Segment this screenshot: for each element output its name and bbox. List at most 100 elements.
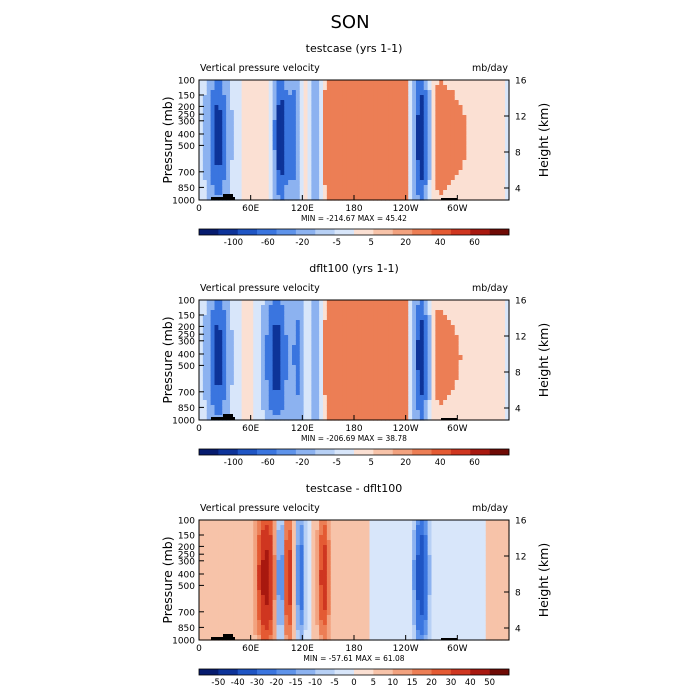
heatmap-cell xyxy=(385,385,390,391)
heatmap-cell xyxy=(342,400,347,406)
heatmap-cell xyxy=(338,390,343,396)
heatmap-cell xyxy=(443,335,448,341)
heatmap-cell xyxy=(454,385,460,391)
heatmap-cell xyxy=(338,130,343,136)
heatmap-cell xyxy=(408,150,413,156)
heatmap-cell xyxy=(280,390,285,396)
heatmap-cell xyxy=(435,345,440,351)
heatmap-cell xyxy=(311,100,316,106)
heatmap-cell xyxy=(272,535,278,541)
heatmap-cell xyxy=(284,620,289,626)
heatmap-cell xyxy=(338,85,343,91)
heatmap-cell xyxy=(257,135,262,141)
heatmap-cell xyxy=(245,565,250,571)
heatmap-cell xyxy=(400,395,405,401)
heatmap-cell xyxy=(388,155,394,161)
heatmap-cell xyxy=(288,600,293,606)
heatmap-cell xyxy=(276,305,281,311)
heatmap-cell xyxy=(214,175,219,181)
heatmap-cell xyxy=(272,360,278,366)
heatmap-cell xyxy=(237,635,243,641)
heatmap-cell xyxy=(307,570,312,576)
heatmap-cell xyxy=(435,315,440,321)
heatmap-cell xyxy=(202,365,208,371)
heatmap-cell xyxy=(272,520,278,526)
heatmap-cell xyxy=(396,350,402,356)
heatmap-cell xyxy=(346,405,351,411)
heatmap-cell xyxy=(447,395,452,401)
heatmap-cell xyxy=(462,400,467,406)
heatmap-cell xyxy=(431,140,436,146)
heatmap-cell xyxy=(311,170,316,176)
heatmap-cell xyxy=(338,525,343,531)
heatmap-cell xyxy=(315,595,320,601)
heatmap-cell xyxy=(404,185,409,191)
heatmap-cell xyxy=(288,530,293,536)
heatmap-cell xyxy=(268,185,274,191)
heatmap-cell xyxy=(462,180,467,186)
heatmap-cell xyxy=(253,595,258,601)
heatmap-cell xyxy=(268,170,274,176)
heatmap-cell xyxy=(334,115,340,121)
heatmap-cell xyxy=(241,530,247,536)
heatmap-cell xyxy=(493,385,498,391)
heatmap-cell xyxy=(226,555,231,561)
heatmap-cell xyxy=(199,590,204,596)
heatmap-cell xyxy=(470,300,475,306)
heatmap-cell xyxy=(315,375,320,381)
heatmap-cell xyxy=(299,300,305,306)
heatmap-cell xyxy=(462,115,467,121)
heatmap-cell xyxy=(202,360,208,366)
heatmap-cell xyxy=(419,145,425,151)
heatmap-cell xyxy=(354,370,359,376)
heatmap-cell xyxy=(357,390,363,396)
heatmap-cell xyxy=(369,80,374,86)
heatmap-cell xyxy=(419,360,425,366)
heatmap-cell xyxy=(307,95,312,101)
heatmap-cell xyxy=(381,410,386,416)
heatmap-cell xyxy=(342,365,347,371)
heatmap-cell xyxy=(319,545,324,551)
heatmap-cell xyxy=(338,180,343,186)
heatmap-cell xyxy=(311,135,316,141)
heatmap-cell xyxy=(346,320,351,326)
heatmap-cell xyxy=(311,90,316,96)
heatmap-cell xyxy=(233,310,239,316)
heatmap-cell xyxy=(303,615,309,621)
heatmap-cell xyxy=(241,580,247,586)
heatmap-cell xyxy=(214,350,219,356)
heatmap-cell xyxy=(462,80,467,86)
heatmap-cell xyxy=(230,600,235,606)
heatmap-cell xyxy=(505,415,510,421)
heatmap-cell xyxy=(299,405,305,411)
heatmap-cell xyxy=(264,160,270,166)
heatmap-cell xyxy=(253,370,258,376)
heatmap-cell xyxy=(458,130,464,136)
heatmap-cell xyxy=(412,105,417,111)
heatmap-cell xyxy=(268,130,274,136)
heatmap-cell xyxy=(280,550,285,556)
heatmap-cell xyxy=(427,340,433,346)
heatmap-cell xyxy=(299,545,305,551)
heatmap-cell xyxy=(237,355,243,361)
heatmap-cell xyxy=(299,355,305,361)
heatmap-cell xyxy=(470,385,475,391)
heatmap-cell xyxy=(447,180,452,186)
heatmap-cell xyxy=(412,360,417,366)
heatmap-cell xyxy=(264,115,270,121)
pressure-tick-label: 1000 xyxy=(172,197,195,207)
heatmap-cell xyxy=(334,390,340,396)
heatmap-cell xyxy=(288,580,293,586)
heatmap-cell xyxy=(392,305,398,311)
heatmap-cell xyxy=(416,380,421,386)
heatmap-cell xyxy=(443,160,448,166)
heatmap-cell xyxy=(447,400,452,406)
heatmap-cell xyxy=(257,335,262,341)
heatmap-cell xyxy=(199,630,204,636)
heatmap-cell xyxy=(218,180,223,186)
heatmap-cell xyxy=(419,170,425,176)
heatmap-cell xyxy=(257,605,262,611)
heatmap-cell xyxy=(249,110,254,116)
heatmap-cell xyxy=(338,120,343,126)
